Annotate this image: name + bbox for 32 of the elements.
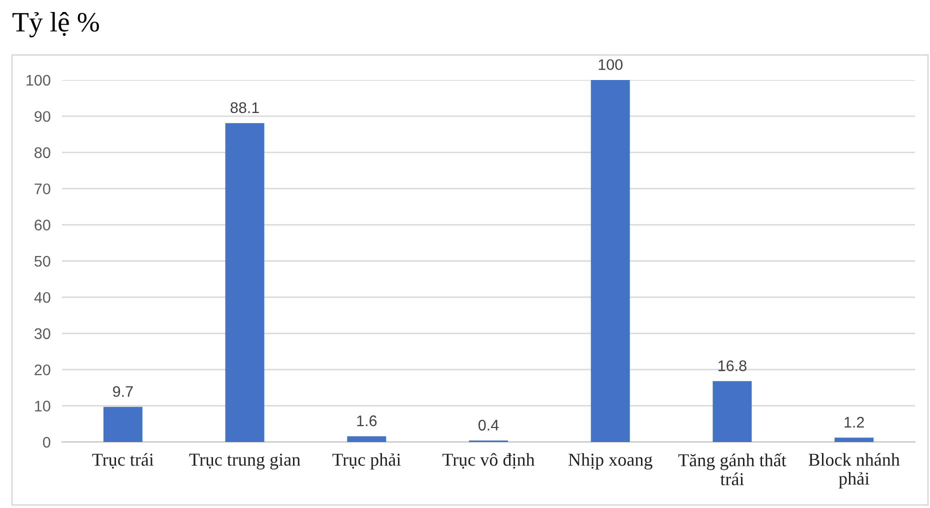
y-tick-label: 0	[42, 436, 50, 448]
x-tick-label: Tăng gánh thất trái	[678, 453, 786, 486]
y-tick-label: 10	[35, 400, 50, 412]
bar	[347, 436, 386, 442]
x-tick-label: Trục trái	[92, 453, 154, 469]
bar	[834, 438, 874, 442]
data-label: 100	[598, 59, 623, 70]
data-label: 88.1	[230, 102, 259, 114]
x-tick-label: Nhịp xoang	[568, 453, 652, 470]
y-tick-label: 50	[34, 256, 50, 267]
data-label: 1.2	[844, 416, 864, 428]
y-tick-label: 30	[34, 328, 50, 340]
data-label: 9.7	[113, 386, 133, 397]
data-label: 1.6	[357, 415, 377, 426]
chart-title: Tỷ lệ %	[12, 12, 99, 38]
y-tick-label: 100	[26, 74, 50, 86]
bar	[590, 80, 630, 442]
y-tick-label: 60	[34, 220, 50, 230]
data-label: 0.4	[478, 420, 499, 431]
x-tick-label: Trục phải	[332, 453, 401, 470]
x-tick-label: Trục trung gian	[189, 454, 300, 470]
bar	[225, 123, 264, 442]
bar	[712, 381, 752, 442]
y-tick-label: 20	[34, 364, 50, 376]
x-tick-label: Trục vô định	[442, 453, 535, 469]
bar	[103, 406, 142, 442]
y-tick-label: 90	[34, 111, 50, 122]
y-tick-label: 70	[34, 183, 50, 194]
data-label: 16.8	[718, 360, 746, 372]
y-tick-label: 40	[34, 292, 50, 303]
y-tick-label: 80	[34, 147, 50, 158]
x-tick-label: Block nhánh phải	[808, 453, 900, 488]
